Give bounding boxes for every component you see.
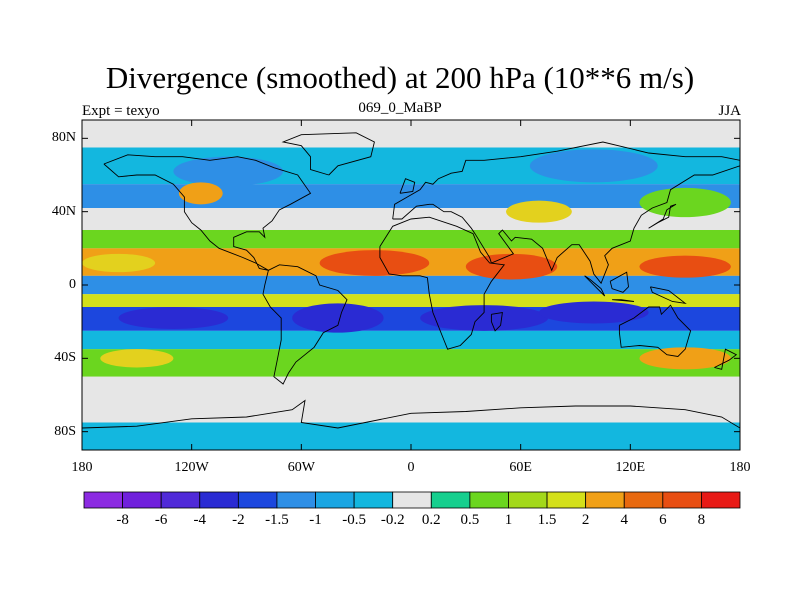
colorbar-label: 6 (659, 512, 667, 528)
coastline-5 (281, 132, 375, 176)
coastline-13 (649, 286, 687, 304)
coastline-14 (714, 348, 738, 370)
x-tick-label: 60E (509, 460, 532, 475)
field-patch-14 (100, 349, 174, 368)
colorbar-label: -2 (232, 512, 245, 528)
colorbar-box-9 (430, 491, 471, 509)
colorbar-box-15 (662, 491, 702, 509)
y-tick-label: 40N (51, 203, 76, 219)
y-tick-label: 0 (69, 277, 76, 292)
colorbar-box-14 (623, 491, 664, 509)
colorbar-box-13 (585, 491, 625, 509)
colorbar-label: 4 (620, 512, 628, 528)
x-tick-label: 120W (174, 460, 209, 475)
colorbar-box-16 (701, 491, 741, 509)
colorbar-label: 1 (504, 512, 513, 528)
colorbar-label: 0.5 (460, 512, 480, 528)
period-label: 069_0_MaBP (358, 100, 442, 116)
colorbar-box-3 (199, 491, 239, 509)
coastline-1 (262, 264, 348, 385)
colorbar-box-2 (160, 491, 201, 509)
colorbar-label: -4 (193, 512, 207, 528)
field-layer (82, 120, 740, 450)
colorbar-box-11 (508, 491, 548, 509)
colorbar-label: 2 (581, 512, 590, 528)
y-tick-label: 80N (51, 130, 76, 146)
season-label: JJA (718, 103, 741, 119)
x-tick-label: 180 (71, 460, 93, 475)
field-patch-13 (639, 347, 731, 370)
field-patch-0 (173, 156, 284, 186)
field-patch-2 (529, 149, 658, 183)
x-tick-label: 180 (729, 460, 751, 475)
field-band-4 (82, 230, 740, 249)
field-patch-12 (538, 301, 649, 324)
colorbar-box-7 (353, 491, 394, 509)
field-band-11 (82, 376, 740, 423)
colorbar-label: -6 (154, 512, 168, 528)
colorbar-label: -1 (309, 512, 322, 528)
coastline-6 (82, 399, 740, 429)
coastline-4 (618, 304, 692, 357)
field-band-9 (82, 330, 740, 350)
field-patch-11 (118, 307, 229, 329)
x-tick-label: 120E (615, 460, 646, 475)
y-tick-label: 40S (54, 350, 76, 366)
colorbar-label: -0.2 (380, 512, 405, 528)
colorbar-label: -0.5 (342, 512, 366, 528)
coastline-3 (379, 216, 506, 350)
coastline-0 (103, 154, 312, 271)
colorbar-label: 8 (697, 512, 706, 528)
chart-title: Divergence (smoothed) at 200 hPa (10**6 … (105, 60, 695, 95)
field-patch-4 (506, 200, 572, 223)
colorbar-box-0 (83, 491, 123, 509)
field-band-7 (82, 294, 740, 307)
field-patch-6 (465, 253, 558, 280)
coastline-11 (612, 299, 635, 302)
coastline-7 (399, 178, 416, 194)
field-patch-5 (319, 250, 430, 276)
y-tick-label: 80S (54, 423, 76, 439)
field-band-2 (82, 184, 740, 208)
field-patch-8 (82, 253, 156, 273)
x-tick-label: 60W (287, 460, 315, 475)
colorbar-label: 0.2 (421, 512, 441, 528)
experiment-label: Expt = texyo (82, 103, 160, 119)
coastline-2 (392, 141, 740, 285)
colorbar-label: -1.5 (265, 512, 289, 528)
field-patch-1 (178, 182, 223, 205)
colorbar-label: -8 (116, 512, 129, 528)
field-patch-7 (639, 255, 731, 278)
colorbar-box-6 (315, 491, 355, 509)
coastline-10 (584, 275, 606, 297)
coastline-12 (609, 271, 629, 293)
colorbar-label: 1.5 (537, 512, 557, 528)
field-patch-3 (639, 187, 731, 218)
field-band-10 (82, 349, 740, 377)
coastline-9 (490, 311, 503, 332)
colorbar-box-1 (122, 491, 162, 509)
field-patch-10 (420, 305, 549, 331)
field-patch-9 (292, 303, 384, 333)
x-tick-label: 0 (407, 460, 415, 475)
field-band-6 (82, 275, 740, 295)
colorbar-box-4 (237, 491, 278, 509)
colorbar-box-5 (276, 491, 316, 509)
colorbar-box-12 (546, 491, 587, 509)
coastline-8 (648, 203, 677, 229)
colorbar-box-8 (392, 491, 432, 509)
colorbar-box-10 (469, 491, 509, 509)
